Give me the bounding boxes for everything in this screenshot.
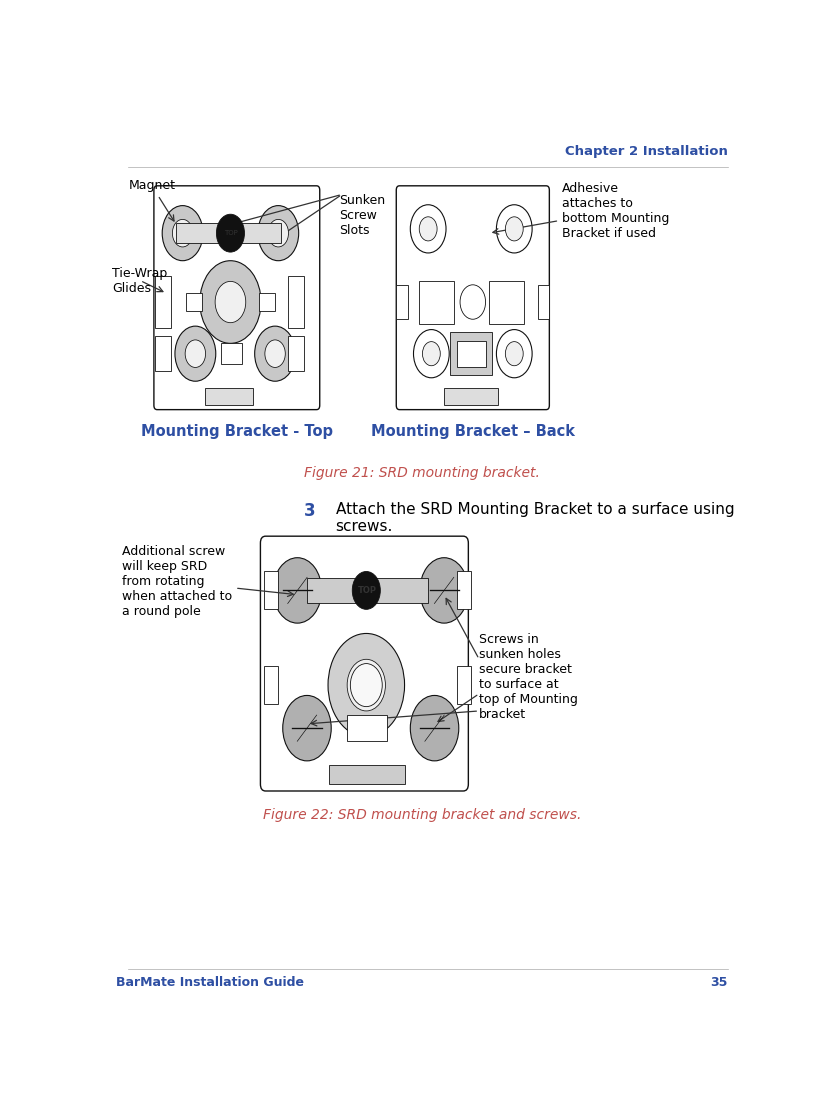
Text: Chapter 2 Installation: Chapter 2 Installation — [565, 145, 728, 159]
Circle shape — [352, 571, 380, 609]
Circle shape — [419, 217, 437, 240]
Circle shape — [200, 260, 261, 343]
Circle shape — [413, 330, 449, 378]
Text: Figure 21: SRD mounting bracket.: Figure 21: SRD mounting bracket. — [304, 465, 540, 480]
Circle shape — [347, 660, 385, 711]
Bar — [205, 388, 253, 406]
Circle shape — [172, 219, 193, 247]
FancyBboxPatch shape — [397, 186, 550, 409]
Text: Adhesive
attaches to
bottom Mounting
Bracket if used: Adhesive attaches to bottom Mounting Bra… — [493, 181, 669, 239]
Circle shape — [216, 215, 244, 252]
Bar — [288, 337, 304, 371]
Bar — [263, 666, 277, 704]
Bar — [397, 285, 407, 320]
Bar — [156, 276, 171, 328]
Circle shape — [254, 326, 295, 381]
Bar — [538, 285, 550, 320]
Bar — [347, 716, 387, 741]
Bar — [489, 281, 523, 323]
FancyBboxPatch shape — [154, 186, 319, 409]
Circle shape — [351, 664, 382, 707]
Text: Screws in
sunken holes
secure bracket
to surface at
top of Mounting
bracket: Screws in sunken holes secure bracket to… — [479, 633, 578, 720]
Bar — [221, 343, 242, 364]
Text: Attach the SRD Mounting Bracket to a surface using
screws.: Attach the SRD Mounting Bracket to a sur… — [336, 502, 734, 534]
Text: Mounting Bracket - Top: Mounting Bracket - Top — [141, 424, 332, 439]
FancyBboxPatch shape — [260, 537, 468, 792]
Circle shape — [496, 330, 532, 378]
Circle shape — [328, 634, 405, 737]
Bar — [329, 765, 405, 784]
Bar — [457, 571, 471, 609]
Bar — [263, 571, 277, 609]
Circle shape — [411, 205, 446, 253]
Circle shape — [420, 558, 468, 623]
Bar — [457, 341, 486, 367]
Text: 3: 3 — [304, 502, 315, 520]
Circle shape — [273, 558, 322, 623]
Circle shape — [283, 695, 331, 761]
Circle shape — [505, 342, 523, 366]
Bar — [186, 293, 202, 311]
Text: TOP: TOP — [358, 586, 377, 595]
Text: Additional screw
will keep SRD
from rotating
when attached to
a round pole: Additional screw will keep SRD from rota… — [122, 546, 293, 618]
Bar — [259, 293, 275, 311]
Circle shape — [185, 340, 206, 368]
Bar — [176, 222, 281, 244]
Circle shape — [496, 205, 532, 253]
Circle shape — [268, 219, 289, 247]
Text: Mounting Bracket – Back: Mounting Bracket – Back — [371, 424, 574, 439]
Text: TOP: TOP — [224, 230, 237, 236]
Bar — [450, 332, 492, 376]
Circle shape — [162, 206, 203, 260]
Bar — [444, 388, 499, 406]
Text: Tie-Wrap
Glides: Tie-Wrap Glides — [113, 266, 168, 294]
Text: Figure 22: SRD mounting bracket and screws.: Figure 22: SRD mounting bracket and scre… — [263, 808, 581, 822]
Circle shape — [215, 282, 246, 323]
Bar — [307, 578, 428, 604]
Bar — [288, 276, 304, 328]
Circle shape — [460, 285, 486, 320]
Circle shape — [422, 342, 440, 366]
Bar — [156, 337, 171, 371]
Text: Sunken
Screw
Slots: Sunken Screw Slots — [339, 195, 385, 237]
Circle shape — [175, 326, 216, 381]
Circle shape — [411, 695, 458, 761]
Circle shape — [505, 217, 523, 240]
Bar — [457, 666, 471, 704]
Text: 35: 35 — [710, 976, 728, 989]
Circle shape — [265, 340, 286, 368]
Circle shape — [258, 206, 299, 260]
Bar — [419, 281, 453, 323]
Text: BarMate Installation Guide: BarMate Installation Guide — [115, 976, 304, 989]
Text: Magnet: Magnet — [128, 179, 175, 221]
